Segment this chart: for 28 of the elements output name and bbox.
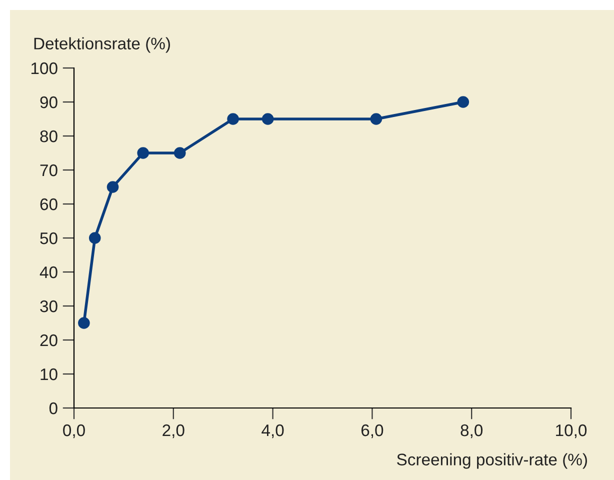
y-tick-label: 0 — [49, 402, 58, 414]
y-tick-label: 20 — [40, 334, 58, 346]
point — [137, 147, 149, 159]
y-tick-label: 60 — [40, 198, 58, 210]
y-tick-label: 40 — [40, 266, 58, 278]
point — [174, 147, 186, 159]
y-tick-label: 90 — [40, 96, 58, 108]
x-tick-label: 6,0 — [361, 424, 384, 438]
point — [370, 113, 382, 125]
point — [227, 113, 239, 125]
x-tick-label: 10,0 — [556, 424, 587, 438]
x-axis-title: Screening positiv-rate (%) — [397, 453, 587, 469]
x-tick-label: 8,0 — [460, 424, 483, 438]
point — [106, 181, 119, 193]
point — [78, 317, 90, 329]
y-axis-title: Detektionsrate (%) — [34, 37, 170, 53]
point — [88, 232, 101, 244]
y-tick-label: 10 — [40, 368, 58, 380]
y-tick-label: 70 — [40, 164, 58, 176]
y-tick-label: 80 — [40, 130, 58, 142]
x-tick-label: 0,0 — [63, 424, 85, 438]
point — [262, 113, 274, 125]
x-tick-label: 2,0 — [162, 424, 184, 438]
y-tick-label: 30 — [40, 300, 58, 312]
y-tick-label: 50 — [40, 232, 58, 244]
y-tick-label: 100 — [31, 62, 58, 74]
x-tick-label: 4,0 — [262, 424, 284, 438]
point — [457, 96, 470, 108]
